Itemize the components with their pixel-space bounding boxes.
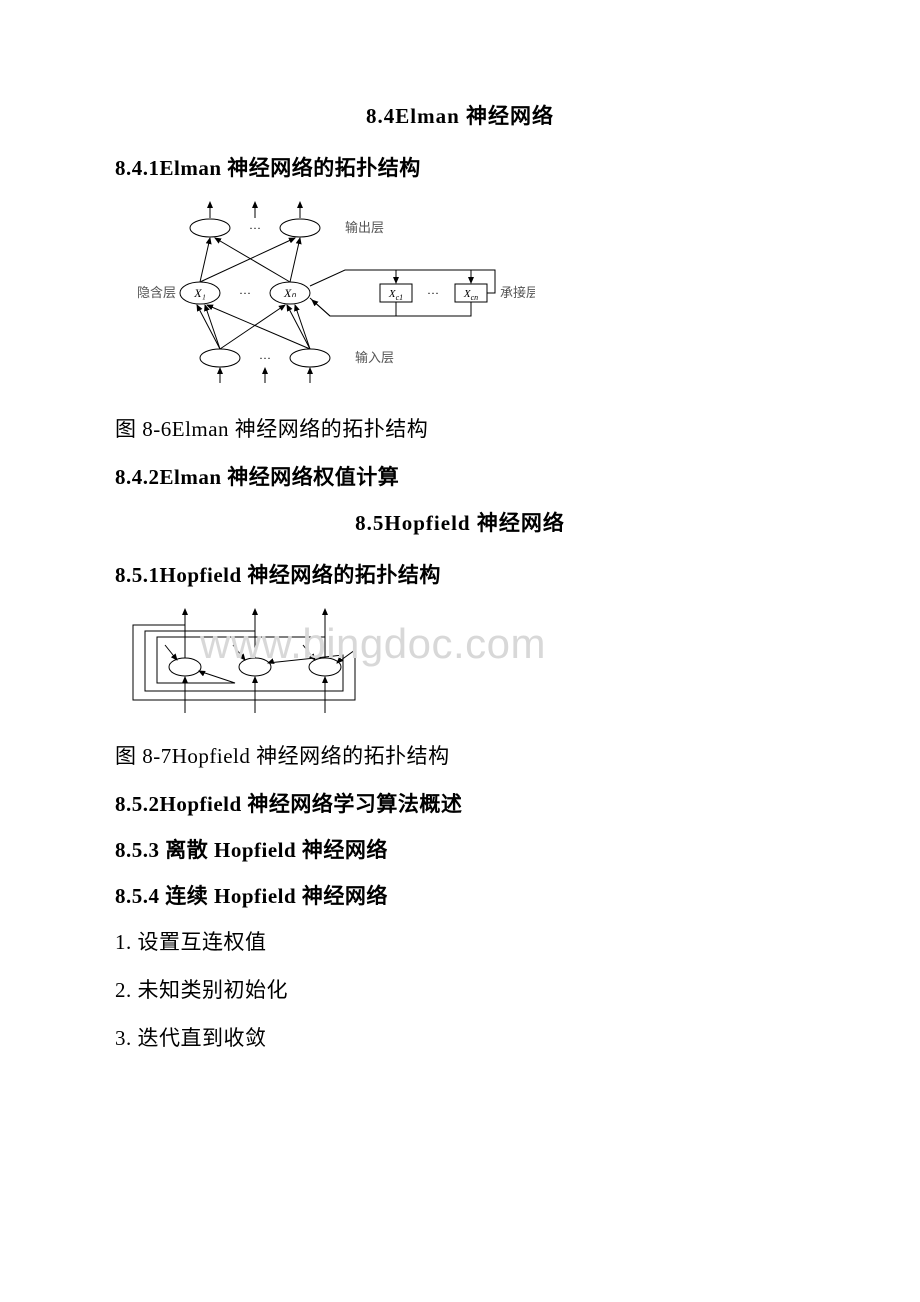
x1-label: X₁	[193, 286, 206, 300]
subsection-852: 8.5.2Hopfield 神经网络学习算法概述	[115, 788, 805, 818]
step-2: 2. 未知类别初始化	[115, 974, 805, 1004]
subsection-853: 8.5.3 离散 Hopfield 神经网络	[115, 834, 805, 864]
step-1: 1. 设置互连权值	[115, 926, 805, 956]
dots-input: ···	[259, 351, 271, 365]
subsection-854: 8.5.4 连续 Hopfield 神经网络	[115, 880, 805, 910]
figure-caption-87: 图 8-7Hopfield 神经网络的拓扑结构	[115, 740, 805, 770]
section-title-85: 8.5Hopfield 神经网络	[115, 507, 805, 537]
xn-label: Xₙ	[283, 286, 296, 300]
hidden-label: 隐含层	[137, 285, 176, 300]
dots-context: ···	[427, 286, 439, 300]
input-label: 输入层	[355, 350, 394, 365]
dots-hidden: ···	[239, 286, 251, 300]
section-title-84: 8.4Elman 神经网络	[115, 100, 805, 130]
hopfield-diagram	[115, 605, 805, 720]
output-label: 输出层	[345, 220, 384, 235]
step-3: 3. 迭代直到收敛	[115, 1022, 805, 1052]
subsection-842: 8.4.2Elman 神经网络权值计算	[115, 461, 805, 491]
dots: ···	[249, 221, 261, 235]
figure-caption-86: 图 8-6Elman 神经网络的拓扑结构	[115, 413, 805, 443]
elman-diagram: ··· 输出层 X₁ Xₙ ··· 隐含层 Xc1 Xcn ··· 承接层	[115, 198, 805, 393]
subsection-841: 8.4.1Elman 神经网络的拓扑结构	[115, 152, 805, 182]
context-label: 承接层	[500, 285, 535, 300]
subsection-851: 8.5.1Hopfield 神经网络的拓扑结构	[115, 559, 805, 589]
